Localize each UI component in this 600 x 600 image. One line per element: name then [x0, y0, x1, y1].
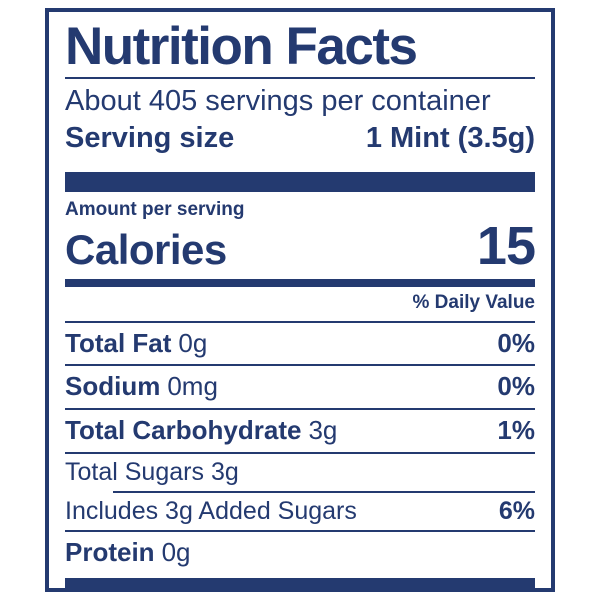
divider-indented: [113, 490, 535, 493]
serving-size-label: Serving size: [65, 122, 235, 155]
divider: [65, 452, 535, 455]
divider: [65, 408, 535, 411]
nutrient-row-total-sugars: Total Sugars 3g: [65, 454, 535, 491]
divider: [65, 364, 535, 367]
serving-size-value: 1 Mint (3.5g): [365, 122, 535, 155]
nutrient-name-and-amount: Total Fat 0g: [65, 327, 208, 358]
amount-per-serving-label: Amount per serving: [65, 198, 245, 220]
nutrient-row-total-fat: Total Fat 0g 0%: [65, 323, 535, 365]
footer-bar: [65, 577, 535, 588]
calories-row: Calories 15: [65, 215, 536, 276]
daily-value-percent: 6%: [498, 496, 535, 525]
servings-per-container: About 405 servings per container: [65, 85, 491, 118]
section-separator-bar: [65, 278, 535, 287]
nutrient-name-and-amount: Sodium 0mg: [65, 371, 218, 402]
section-separator-bar: [65, 171, 535, 192]
daily-value-percent: 0%: [497, 327, 535, 358]
nutrient-row-total-carbohydrate: Total Carbohydrate 3g 1%: [65, 410, 535, 452]
daily-value-header: % Daily Value: [412, 291, 535, 313]
calories-value: 15: [476, 215, 536, 276]
nutrient-row-protein: Protein 0g: [65, 532, 535, 574]
daily-value-percent: 1%: [497, 415, 535, 446]
nutrient-name-and-amount: Includes 3g Added Sugars: [65, 496, 357, 525]
nutrient-name-and-amount: Total Sugars 3g: [65, 458, 239, 487]
divider: [65, 320, 535, 323]
divider: [65, 529, 535, 532]
divider: [65, 77, 535, 80]
nutrient-name-and-amount: Protein 0g: [65, 536, 191, 567]
nutrient-name-and-amount: Total Carbohydrate 3g: [65, 415, 338, 446]
label-title: Nutrition Facts: [65, 17, 418, 76]
serving-size-row: Serving size 1 Mint (3.5g): [65, 121, 535, 156]
nutrition-facts-label: Nutrition Facts About 405 servings per c…: [45, 8, 555, 592]
nutrient-row-sodium: Sodium 0mg 0%: [65, 366, 535, 408]
daily-value-percent: 0%: [497, 371, 535, 402]
nutrient-row-added-sugars: Includes 3g Added Sugars 6%: [65, 493, 535, 530]
calories-label: Calories: [65, 225, 227, 273]
